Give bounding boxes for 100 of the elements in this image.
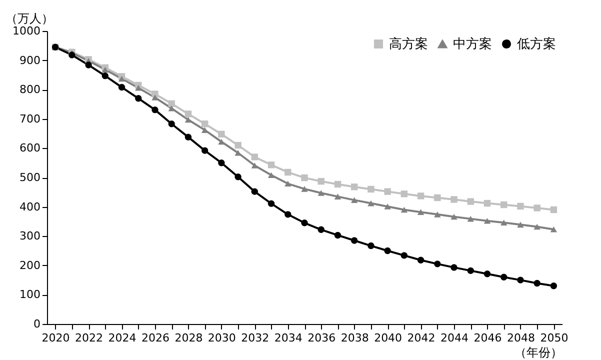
- point: [318, 226, 324, 233]
- x-axis-title: （年份）: [514, 346, 562, 360]
- point: [434, 260, 441, 268]
- point: [467, 216, 474, 222]
- y-tick-label: 900: [20, 54, 40, 67]
- y-tick-label: 600: [20, 142, 40, 155]
- point: [234, 174, 242, 180]
- point: [467, 198, 474, 205]
- point: [484, 270, 491, 278]
- point: [350, 237, 358, 244]
- point: [301, 186, 308, 192]
- point: [68, 52, 76, 58]
- x-tick-label: 2044: [440, 332, 469, 344]
- y-tick-label: 800: [20, 83, 40, 96]
- point: [500, 274, 508, 280]
- point: [318, 178, 324, 185]
- point: [534, 280, 540, 287]
- point: [467, 267, 474, 274]
- point: [450, 196, 458, 203]
- point: [450, 214, 458, 220]
- point: [152, 90, 158, 98]
- point: [500, 201, 508, 208]
- point: [400, 252, 408, 259]
- y-tick-label: 200: [20, 258, 40, 272]
- point: [168, 120, 175, 128]
- x-tick-label: 2034: [274, 332, 302, 344]
- x-tick-label: 2038: [340, 332, 369, 344]
- point: [102, 72, 108, 80]
- point: [534, 224, 540, 230]
- point: [268, 172, 275, 178]
- point: [168, 105, 175, 112]
- x-tick-label: 2042: [407, 332, 436, 344]
- legend-label: 中方案: [453, 36, 492, 52]
- point: [517, 222, 524, 228]
- point: [268, 162, 275, 168]
- point: [234, 150, 242, 156]
- point: [368, 200, 374, 206]
- x-tick-label: 2048: [506, 332, 535, 344]
- point: [168, 100, 175, 108]
- point: [550, 282, 558, 290]
- point: [534, 204, 540, 212]
- point: [400, 190, 408, 198]
- point: [284, 168, 292, 176]
- point: [434, 194, 441, 202]
- point: [434, 212, 441, 218]
- point: [500, 220, 508, 226]
- point: [251, 154, 258, 160]
- point: [318, 190, 324, 196]
- y-axis-title: （万人）: [6, 12, 54, 26]
- point: [450, 264, 458, 271]
- point: [484, 200, 491, 207]
- point: [251, 162, 258, 168]
- x-tick-label: 2024: [108, 332, 136, 344]
- point: [268, 200, 275, 207]
- y-tick-label: 1000: [12, 24, 40, 38]
- point: [368, 186, 374, 193]
- point: [201, 120, 208, 128]
- point: [350, 197, 358, 203]
- point: [384, 204, 391, 210]
- point: [384, 188, 391, 195]
- point: [550, 206, 558, 214]
- point: [135, 95, 142, 102]
- point: [517, 276, 524, 284]
- y-tick-label: 0: [34, 318, 40, 330]
- point: [118, 84, 126, 91]
- x-tick-label: 2046: [474, 332, 502, 344]
- point: [350, 184, 358, 190]
- y-tick-label: 500: [20, 171, 40, 184]
- x-tick-label: 2022: [75, 332, 104, 344]
- x-tick-label: 2030: [208, 332, 236, 344]
- x-tick-label: 2020: [42, 332, 70, 344]
- point: [85, 62, 92, 68]
- point: [184, 134, 192, 140]
- point: [334, 194, 342, 200]
- point: [184, 116, 192, 123]
- y-tick-label: 100: [20, 288, 40, 302]
- point: [218, 130, 225, 138]
- point: [368, 242, 374, 250]
- y-tick-label: 300: [20, 230, 40, 243]
- point: [517, 202, 524, 210]
- point: [201, 147, 208, 154]
- point: [334, 232, 342, 239]
- point: [284, 211, 292, 218]
- point: [384, 247, 391, 254]
- point: [417, 192, 424, 200]
- point: [417, 209, 424, 215]
- point: [152, 106, 158, 114]
- y-tick-label: 700: [20, 112, 40, 126]
- legend-label: 低方案: [517, 36, 556, 52]
- point: [251, 188, 258, 195]
- point: [234, 142, 242, 149]
- point: [184, 110, 192, 118]
- point: [201, 127, 208, 133]
- point: [218, 160, 225, 166]
- x-tick-label: 2050: [540, 332, 568, 344]
- x-tick-label: 2028: [174, 332, 203, 344]
- point: [135, 84, 142, 91]
- point: [152, 94, 158, 100]
- point: [102, 66, 108, 73]
- point: [301, 174, 308, 182]
